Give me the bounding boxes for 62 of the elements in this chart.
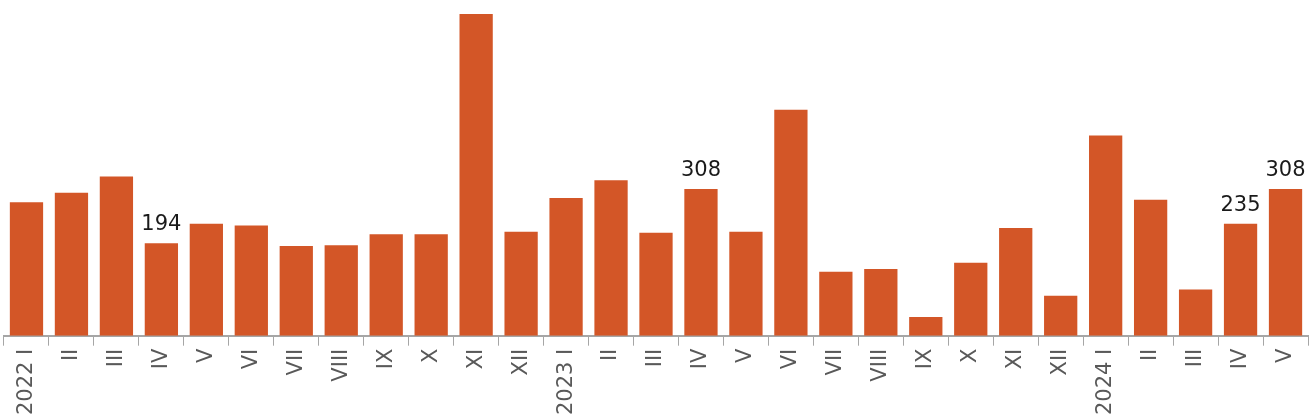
bar <box>909 317 943 336</box>
bar <box>999 227 1033 336</box>
x-tick-label: X <box>957 348 982 364</box>
x-tick-label: VII <box>822 348 847 376</box>
x-tick-label: III <box>1182 348 1207 368</box>
bar <box>369 234 403 336</box>
x-tick-label: VI <box>237 348 262 370</box>
x-tick-label: XII <box>1047 348 1072 376</box>
bar <box>954 262 988 336</box>
bar <box>1178 289 1213 336</box>
x-tick-label: X <box>417 348 442 364</box>
bar <box>819 271 853 336</box>
x-tick-label: IV <box>147 348 172 370</box>
x-tick-label: II <box>597 348 622 362</box>
x-tick-label: VI <box>777 348 802 370</box>
bar <box>279 246 313 336</box>
bar <box>1223 223 1258 336</box>
x-tick-label: VIII <box>867 348 892 382</box>
x-tick-label: 2024 I <box>1092 348 1117 415</box>
bar <box>144 243 179 336</box>
bar <box>9 202 44 336</box>
bar <box>504 231 538 336</box>
x-tick-label: V <box>1271 348 1296 364</box>
bar <box>639 232 673 336</box>
bar <box>189 223 223 336</box>
x-tick-label: III <box>102 348 127 368</box>
bar <box>459 14 493 336</box>
bar <box>1268 188 1303 336</box>
bar <box>1044 295 1078 336</box>
bar <box>774 109 808 336</box>
x-tick-label: III <box>642 348 667 368</box>
x-tick-label: IV <box>1227 348 1251 370</box>
x-tick-label: II <box>57 348 82 362</box>
bar <box>864 268 898 336</box>
bar <box>54 192 89 336</box>
x-tick-label: IX <box>372 348 397 370</box>
x-tick-label: V <box>192 348 217 364</box>
bar <box>549 197 583 336</box>
bar <box>234 225 268 336</box>
x-tick-label: VII <box>282 348 307 376</box>
x-tick-label: IV <box>687 348 712 370</box>
data-label: 194 <box>141 211 182 236</box>
bar <box>99 176 134 336</box>
bar <box>324 245 358 336</box>
bar <box>594 180 628 336</box>
bar <box>684 188 718 336</box>
bar <box>414 234 448 336</box>
x-tick-label: IX <box>912 348 937 370</box>
bar <box>1133 199 1168 336</box>
data-label: 235 <box>1220 191 1261 216</box>
x-tick-label: XI <box>462 348 487 370</box>
bar <box>1089 135 1123 336</box>
data-label: 308 <box>1265 156 1306 181</box>
bar <box>729 231 763 336</box>
x-tick-label: II <box>1137 348 1162 362</box>
x-tick-label: 2022 I <box>12 348 37 415</box>
x-tick-label: VIII <box>327 348 352 382</box>
x-tick-label: XII <box>507 348 532 376</box>
x-tick-label: XI <box>1002 348 1027 370</box>
x-tick-label: 2023 I <box>552 348 577 415</box>
data-label: 308 <box>680 156 722 181</box>
x-tick-label: V <box>732 348 757 364</box>
